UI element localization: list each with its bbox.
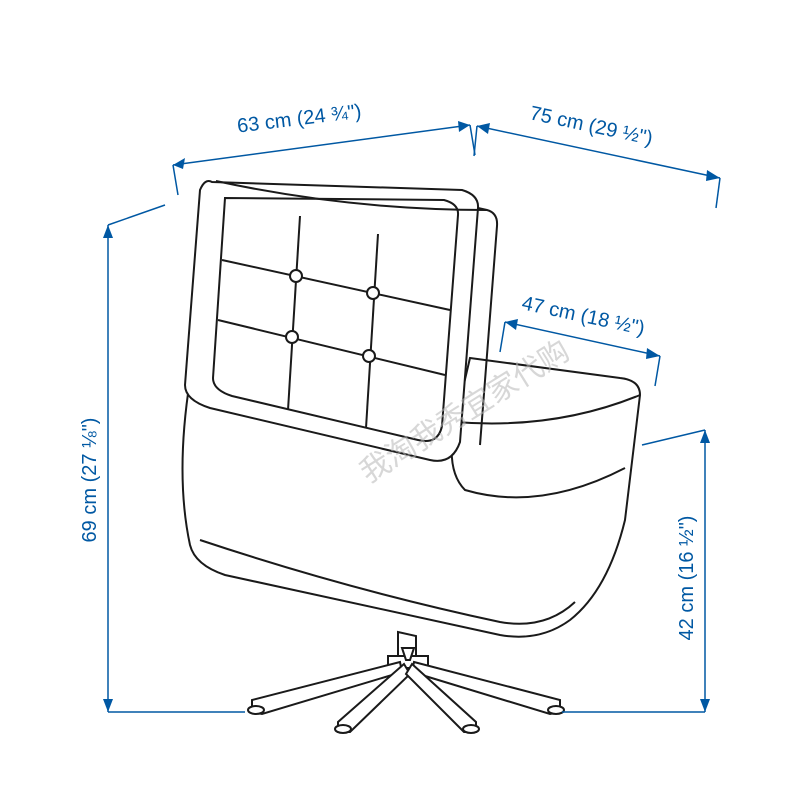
dimension-width-label: 75 cm (29 ½") (528, 102, 655, 149)
chair-base (248, 632, 564, 733)
dimension-seat-width-label: 47 cm (18 ½") (520, 292, 647, 339)
dimension-seat-height-label: 42 cm (16 ½") (676, 516, 698, 641)
dimension-depth-label: 63 cm (24 ¾") (236, 101, 363, 138)
dimension-height-label: 69 cm (27 ⅛") (79, 418, 101, 543)
dimension-width: 75 cm (29 ½") (474, 102, 720, 208)
dimension-diagram: 我淘我秀宜家代购 63 cm (24 ¾") 75 cm (29 ½") 69 … (0, 0, 800, 800)
